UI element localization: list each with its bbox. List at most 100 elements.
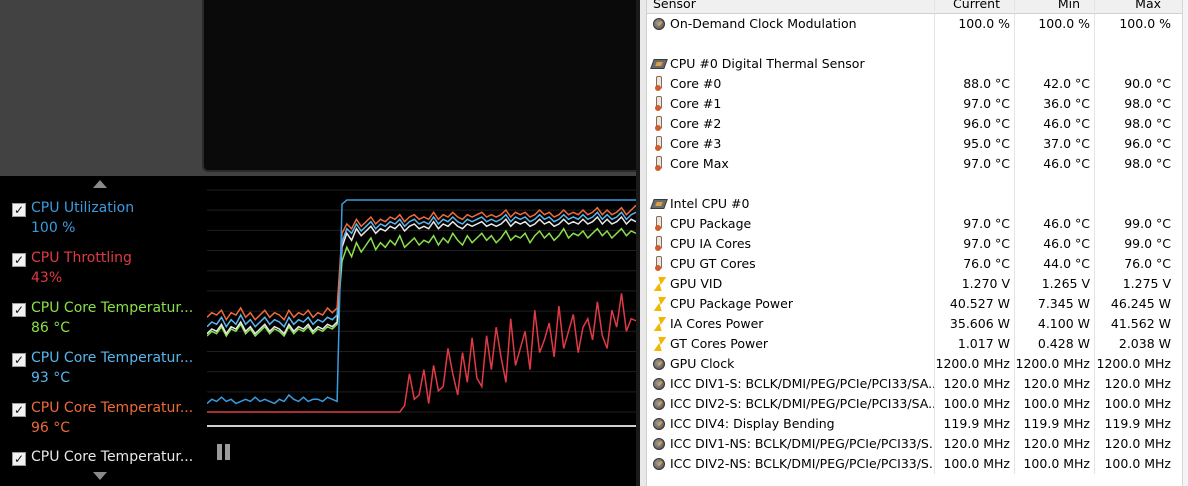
current-value: [935, 194, 1015, 214]
current-value: 95.0 °C: [935, 134, 1015, 154]
table-group-row[interactable]: Intel CPU #0: [647, 194, 1182, 214]
sensor-graph: [207, 189, 636, 427]
sensor-name: CPU IA Cores: [670, 236, 752, 251]
table-row[interactable]: CPU Package Power 40.527 W 7.345 W 46.245 W: [647, 294, 1182, 314]
min-value: 1.265 V: [1015, 274, 1095, 294]
max-value: 100.0 %: [1119, 16, 1171, 31]
max-value: 99.0 °C: [1124, 236, 1171, 251]
sensor-name-cell: Core #0: [647, 74, 935, 94]
header-min[interactable]: Min: [1015, 0, 1095, 11]
table-row[interactable]: ICC DIV4: Display Bending 119.9 MHz 119.9 …: [647, 414, 1182, 434]
table-row[interactable]: IA Cores Power 35.606 W 4.100 W 41.562 W: [647, 314, 1182, 334]
gauge-icon: [653, 358, 665, 370]
current-value: 97.0 °C: [935, 154, 1015, 174]
max-value: 90.0 °C: [1124, 76, 1171, 91]
sensor-name-cell: CPU #0 Digital Thermal Sensor: [647, 54, 935, 74]
legend-value: 100 %: [31, 220, 76, 236]
current-value: 76.0 °C: [935, 254, 1015, 274]
chip-icon: [650, 199, 668, 209]
min-value: 46.0 °C: [1015, 234, 1095, 254]
current-value: 1.270 V: [935, 274, 1015, 294]
table-row[interactable]: GPU VID 1.270 V 1.265 V 1.275 V: [647, 274, 1182, 294]
scroll-up-arrow-icon[interactable]: [93, 180, 107, 188]
table-row[interactable]: Core Max 97.0 °C 46.0 °C 98.0 °C: [647, 154, 1182, 174]
table-row[interactable]: Core #0 88.0 °C 42.0 °C 90.0 °C: [647, 74, 1182, 94]
series-core-temp-1: [207, 227, 636, 338]
legend-value: 96 °C: [31, 420, 71, 436]
min-value: 36.0 °C: [1015, 94, 1095, 114]
current-value: 100.0 %: [935, 14, 1015, 34]
min-value: 119.9 MHz: [1015, 414, 1095, 434]
sensor-name: Core #3: [670, 136, 722, 151]
gauge-icon: [653, 378, 665, 390]
table-row[interactable]: CPU IA Cores 97.0 °C 46.0 °C 99.0 °C: [647, 234, 1182, 254]
legend-checkbox[interactable]: ✓: [12, 452, 26, 466]
table-row[interactable]: GPU Clock 1200.0 MHz 1200.0 MHz 1200.0 MHz: [647, 354, 1182, 374]
graph-grid: [207, 189, 636, 427]
current-value: 88.0 °C: [935, 74, 1015, 94]
bolt-icon: [654, 337, 664, 351]
table-row[interactable]: Core #1 97.0 °C 36.0 °C 98.0 °C: [647, 94, 1182, 114]
min-value: [1015, 194, 1095, 214]
header-sensor[interactable]: Sensor: [647, 0, 935, 11]
legend-checkbox[interactable]: ✓: [12, 353, 26, 367]
scroll-down-arrow-icon[interactable]: [93, 472, 107, 480]
max-value: 46.245 W: [1110, 296, 1171, 311]
thermometer-icon: [655, 236, 662, 251]
legend-value: 86 °C: [31, 320, 71, 336]
sensor-name-cell: Core #2: [647, 114, 935, 134]
min-value: [1015, 54, 1095, 74]
table-group-row[interactable]: CPU #0 Digital Thermal Sensor: [647, 54, 1182, 74]
sensor-name-cell: Core Max: [647, 154, 935, 174]
legend-name: CPU Utilization: [31, 200, 135, 216]
legend-checkbox[interactable]: ✓: [12, 303, 26, 317]
chip-icon: [650, 59, 668, 69]
sensor-name: GPU VID: [670, 276, 723, 291]
table-row[interactable]: GT Cores Power 1.017 W 0.428 W 2.038 W: [647, 334, 1182, 354]
table-row[interactable]: Core #2 96.0 °C 46.0 °C 98.0 °C: [647, 114, 1182, 134]
table-row[interactable]: ICC DIV1-NS: BCLK/DMI/PEG/PCIe/PCI33/S..…: [647, 434, 1182, 454]
table-row[interactable]: ICC DIV2-NS: BCLK/DMI/PEG/PCIe/PCI33/S..…: [647, 454, 1182, 474]
header-current[interactable]: Current: [935, 0, 1015, 11]
sensor-name: CPU Package: [670, 216, 752, 231]
series-cpu-throttling: [207, 293, 636, 413]
table-row[interactable]: ICC DIV1-S: BCLK/DMI/PEG/PCIe/PCI33/SA..…: [647, 374, 1182, 394]
table-row[interactable]: CPU Package 97.0 °C 46.0 °C 99.0 °C: [647, 214, 1182, 234]
thermometer-icon: [655, 216, 662, 231]
min-value: 46.0 °C: [1015, 214, 1095, 234]
table-row[interactable]: Core #3 95.0 °C 37.0 °C 96.0 °C: [647, 134, 1182, 154]
sensor-name: Intel CPU #0: [670, 196, 750, 211]
table-row[interactable]: CPU GT Cores 76.0 °C 44.0 °C 76.0 °C: [647, 254, 1182, 274]
sensor-name-cell: GPU Clock: [647, 354, 935, 374]
sensor-name-cell: Core #3: [647, 134, 935, 154]
max-value: 100.0 MHz: [1104, 396, 1171, 411]
sensor-name-cell: CPU GT Cores: [647, 254, 935, 274]
current-value: 97.0 °C: [935, 234, 1015, 254]
max-value: [1095, 194, 1175, 214]
thermometer-icon: [655, 76, 662, 91]
table-scrollbar[interactable]: [1182, 0, 1188, 486]
min-value: 7.345 W: [1015, 294, 1095, 314]
current-value: 1200.0 MHz: [935, 354, 1015, 374]
max-value: 119.9 MHz: [1104, 416, 1171, 431]
table-row[interactable]: ICC DIV2-S: BCLK/DMI/PEG/PCIe/PCI33/SA..…: [647, 394, 1182, 414]
sensor-name: Core Max: [670, 156, 729, 171]
legend-checkbox[interactable]: ✓: [12, 203, 26, 217]
current-value: 40.527 W: [935, 294, 1015, 314]
gauge-icon: [653, 458, 665, 470]
sensor-name: GPU Clock: [670, 356, 735, 371]
max-value: 2.038 W: [1118, 336, 1171, 351]
sensor-name-cell: ICC DIV4: Display Bending: [647, 414, 935, 434]
legend-checkbox[interactable]: ✓: [12, 253, 26, 267]
table-row[interactable]: On-Demand Clock Modulation 100.0 % 100.0 %…: [647, 14, 1182, 34]
header-max[interactable]: Max: [1135, 0, 1161, 11]
legend-checkbox[interactable]: ✓: [12, 403, 26, 417]
min-value: 1200.0 MHz: [1015, 354, 1095, 374]
gauge-icon: [653, 18, 665, 30]
sensor-name-cell: GPU VID: [647, 274, 935, 294]
pause-icon[interactable]: [216, 444, 232, 460]
pane-divider[interactable]: [636, 0, 640, 486]
sensor-table-pane: Sensor Current Min Max On-Demand Clock M…: [640, 0, 1188, 486]
series-core-temp-2: [207, 211, 636, 329]
max-value: 99.0 °C: [1124, 216, 1171, 231]
